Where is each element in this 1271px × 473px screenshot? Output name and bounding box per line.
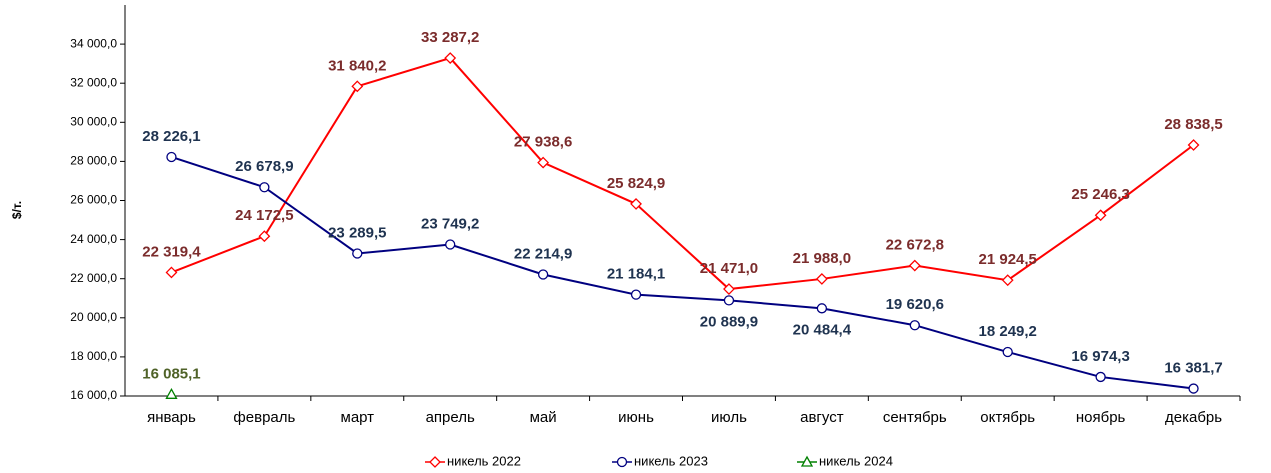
data-label: 24 172,5 [235,207,293,224]
data-label: 20 484,4 [793,321,852,338]
data-point [165,387,178,399]
data-label: 27 938,6 [514,134,572,151]
y-tick-label: 16 000,0 [70,388,117,402]
data-label: 16 974,3 [1071,348,1129,365]
data-label: 16 085,1 [142,365,200,382]
data-point [259,182,270,193]
y-tick-label: 26 000,0 [70,193,117,207]
data-label: 33 287,2 [421,29,479,46]
x-tick-label: февраль [233,409,295,426]
data-point [909,320,920,331]
data-point [165,266,178,279]
x-tick-label: апрель [426,409,475,426]
x-tick-label: июль [711,409,747,426]
data-point [166,151,177,163]
data-label: 21 988,0 [793,250,851,267]
data-label: 23 749,2 [421,215,479,232]
data-label: 21 471,0 [700,260,758,277]
x-tick-label: июнь [618,409,654,426]
x-tick-label: январь [147,409,196,426]
data-label: 22 672,8 [886,237,944,254]
data-point [815,273,828,285]
data-point [723,283,735,295]
data-label: 22 319,4 [142,243,201,260]
data-point [444,52,457,64]
data-label: 16 381,7 [1164,360,1222,377]
data-point [1002,346,1013,358]
data-point [258,230,271,243]
data-point [630,289,642,300]
series-line [171,56,1195,291]
data-point [1188,383,1199,394]
x-tick-label: октябрь [980,409,1035,426]
data-label: 25 824,9 [607,175,665,192]
data-point [445,239,456,250]
data-point [537,156,550,169]
y-tick-label: 28 000,0 [70,154,117,168]
y-tick-label: 18 000,0 [70,349,117,363]
legend-marker [429,456,441,468]
legend-label: никель 2023 [634,453,708,468]
data-label: 31 840,2 [328,57,386,74]
data-label: 23 289,5 [328,224,386,241]
x-tick-label: ноябрь [1076,409,1126,426]
data-point [1095,371,1106,383]
x-tick-label: август [800,409,844,426]
data-label: 21 184,1 [607,266,665,283]
data-label: 22 214,9 [514,245,572,262]
data-point [816,303,828,314]
data-point [723,295,735,306]
data-label: 18 249,2 [979,323,1037,340]
y-tick-label: 30 000,0 [70,114,117,128]
data-label: 20 889,9 [700,313,758,330]
x-tick-label: май [530,409,557,426]
data-label: 26 678,9 [235,158,293,175]
data-point [630,198,642,210]
legend-label: никель 2022 [447,453,521,468]
data-label: 19 620,6 [886,296,944,313]
legend-marker [616,456,628,468]
y-tick-label: 22 000,0 [70,271,117,285]
data-point [1001,274,1014,287]
data-label: 21 924,5 [979,251,1037,268]
y-tick-label: 34 000,0 [70,36,117,50]
data-point [537,269,549,280]
y-axis-label: $/т. [10,201,24,219]
data-point [352,248,363,259]
x-tick-label: март [341,409,375,426]
y-tick-label: 20 000,0 [70,310,117,324]
series-line [171,156,1194,390]
x-tick-label: сентябрь [883,409,947,426]
data-point [1094,209,1107,222]
y-tick-label: 24 000,0 [70,232,117,246]
data-label: 25 246,3 [1071,186,1129,203]
legend-marker [800,455,814,467]
data-point [1187,139,1200,151]
data-label: 28 838,5 [1164,116,1222,133]
x-tick-label: декабрь [1165,409,1222,426]
data-point [351,80,364,93]
data-point [908,259,921,272]
y-tick-label: 32 000,0 [70,75,117,89]
legend-label: никель 2024 [819,453,893,468]
data-label: 28 226,1 [142,128,200,145]
